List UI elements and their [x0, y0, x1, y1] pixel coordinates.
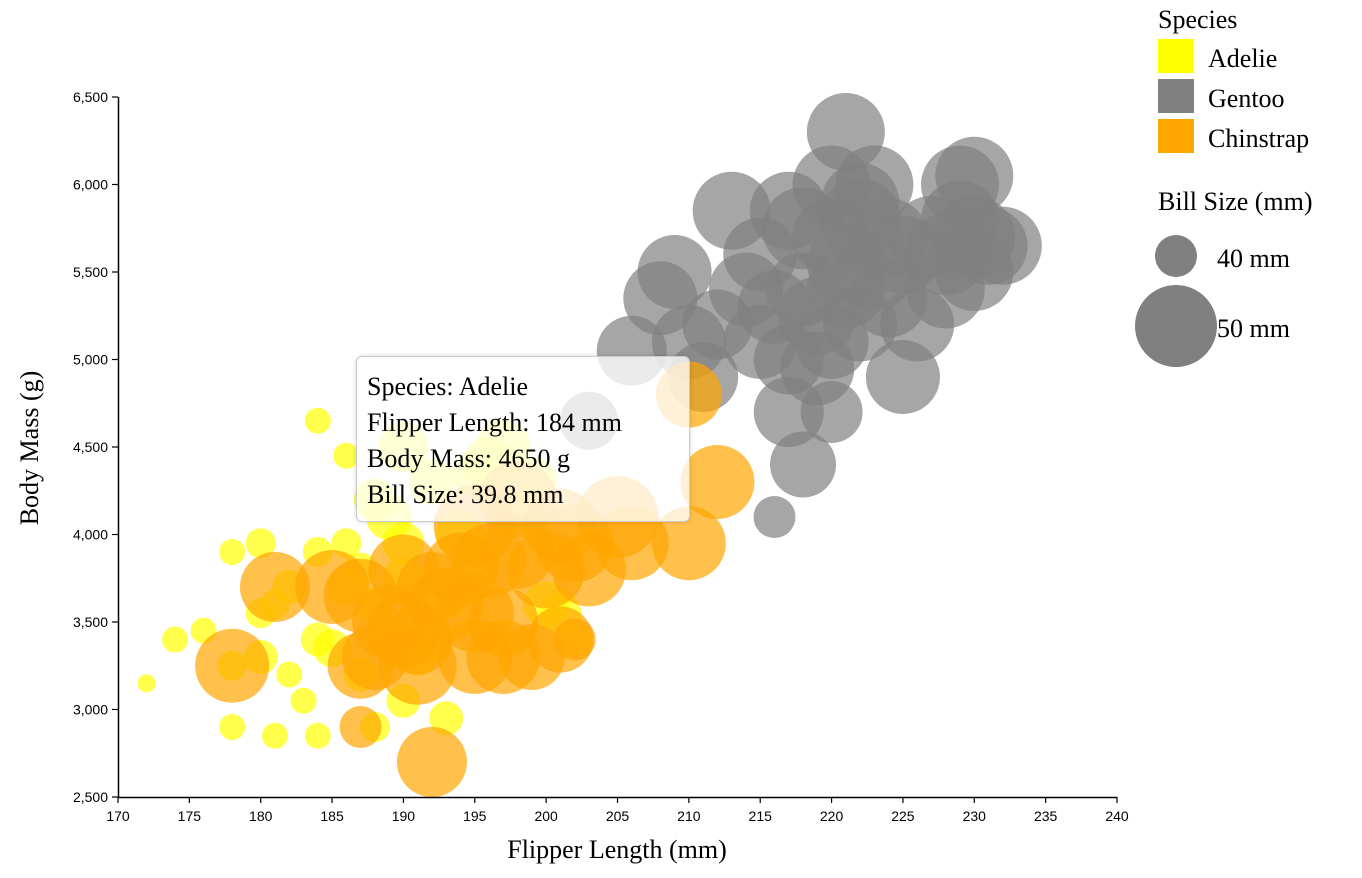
tooltip-flipper-length: Flipper Length: 184 mm	[367, 408, 622, 437]
y-tick-label: 3,000	[73, 702, 108, 718]
size-legend: Bill Size (mm) 40 mm 50 mm	[1135, 187, 1313, 367]
tooltip: Species: Adelie Flipper Length: 184 mm B…	[356, 356, 690, 522]
point-gentoo[interactable]	[753, 496, 796, 538]
x-tick-label: 180	[249, 808, 273, 824]
point-adelie[interactable]	[304, 722, 331, 749]
x-tick-label: 235	[1034, 808, 1058, 824]
y-tick-label: 6,500	[73, 89, 108, 105]
x-tick-label: 220	[820, 808, 844, 824]
point-chinstrap[interactable]	[352, 585, 427, 659]
point-chinstrap[interactable]	[396, 727, 467, 797]
x-tick-label: 175	[178, 808, 202, 824]
x-ticks: 170 175 180 185 190 195 200 205 210 215 220 225 230 2…	[106, 797, 1129, 824]
y-axis-title: Body Mass (g)	[15, 371, 44, 526]
x-tick-label: 190	[392, 808, 416, 824]
size-legend-title: Bill Size (mm)	[1158, 187, 1313, 216]
x-tick-label: 230	[963, 808, 987, 824]
point-adelie[interactable]	[162, 626, 189, 653]
point-gentoo[interactable]	[637, 235, 712, 309]
legend-label-gentoo: Gentoo	[1208, 84, 1285, 113]
point-gentoo[interactable]	[935, 136, 1014, 215]
size-legend-circle-50	[1135, 285, 1217, 367]
point-adelie[interactable]	[219, 539, 246, 565]
x-tick-label: 200	[534, 808, 558, 824]
point-gentoo[interactable]	[800, 381, 863, 443]
legend-label-chinstrap: Chinstrap	[1208, 124, 1309, 153]
x-axis-title: Flipper Length (mm)	[507, 835, 727, 864]
point-chinstrap[interactable]	[594, 506, 669, 581]
x-tick-label: 195	[463, 808, 487, 824]
x-tick-label: 205	[606, 808, 630, 824]
point-adelie[interactable]	[219, 714, 246, 740]
x-tick-label: 215	[749, 808, 773, 824]
point-chinstrap[interactable]	[239, 552, 310, 622]
legend-swatch-adelie	[1158, 39, 1194, 73]
point-adelie[interactable]	[300, 622, 335, 657]
point-adelie[interactable]	[245, 528, 276, 559]
tooltip-species: Species: Adelie	[367, 372, 529, 401]
point-chinstrap[interactable]	[339, 706, 382, 748]
y-tick-label: 5,500	[73, 264, 108, 280]
point-gentoo[interactable]	[806, 250, 885, 329]
x-tick-label: 210	[677, 808, 701, 824]
tooltip-bill-size: Bill Size: 39.8 mm	[367, 480, 564, 509]
species-legend: Species Adelie Gentoo Chinstrap	[1158, 5, 1309, 153]
tooltip-body-mass: Body Mass: 4650 g	[367, 444, 570, 473]
point-gentoo[interactable]	[770, 431, 837, 498]
x-tick-label: 185	[320, 808, 344, 824]
point-adelie[interactable]	[304, 407, 331, 434]
y-tick-label: 4,500	[73, 439, 108, 455]
species-legend-title: Species	[1158, 5, 1237, 34]
x-tick-label: 225	[891, 808, 915, 824]
y-ticks: 2,500 3,000 3,500 4,000 4,500 5,000 5,500 6,000…	[73, 89, 118, 805]
y-tick-label: 3,500	[73, 614, 108, 630]
point-adelie[interactable]	[261, 722, 288, 749]
point-chinstrap[interactable]	[535, 504, 614, 583]
size-legend-label-40: 40 mm	[1217, 244, 1290, 273]
x-tick-label: 240	[1105, 808, 1129, 824]
y-tick-label: 6,000	[73, 177, 108, 193]
point-chinstrap[interactable]	[680, 445, 755, 519]
point-chinstrap[interactable]	[435, 574, 514, 653]
size-legend-label-50: 50 mm	[1217, 314, 1290, 343]
point-adelie[interactable]	[333, 442, 360, 469]
size-legend-circle-40	[1155, 235, 1197, 277]
point-chinstrap[interactable]	[553, 618, 596, 661]
point-adelie[interactable]	[276, 661, 303, 688]
legend-swatch-gentoo	[1158, 79, 1194, 113]
point-adelie[interactable]	[290, 687, 317, 714]
point-adelie[interactable]	[429, 701, 464, 736]
point-adelie[interactable]	[137, 674, 156, 693]
legend-label-adelie: Adelie	[1208, 44, 1277, 73]
y-tick-label: 5,000	[73, 352, 108, 368]
x-tick-label: 170	[106, 808, 130, 824]
axes-layer: 170 175 180 185 190 195 200 205 210 215 220 225 230 2…	[15, 89, 1129, 864]
legend-swatch-chinstrap	[1158, 119, 1194, 153]
point-gentoo[interactable]	[904, 213, 987, 296]
y-tick-label: 2,500	[73, 789, 108, 805]
points-layer	[137, 93, 1042, 797]
point-chinstrap[interactable]	[195, 628, 270, 703]
y-tick-label: 4,000	[73, 527, 108, 543]
point-chinstrap[interactable]	[651, 506, 726, 581]
